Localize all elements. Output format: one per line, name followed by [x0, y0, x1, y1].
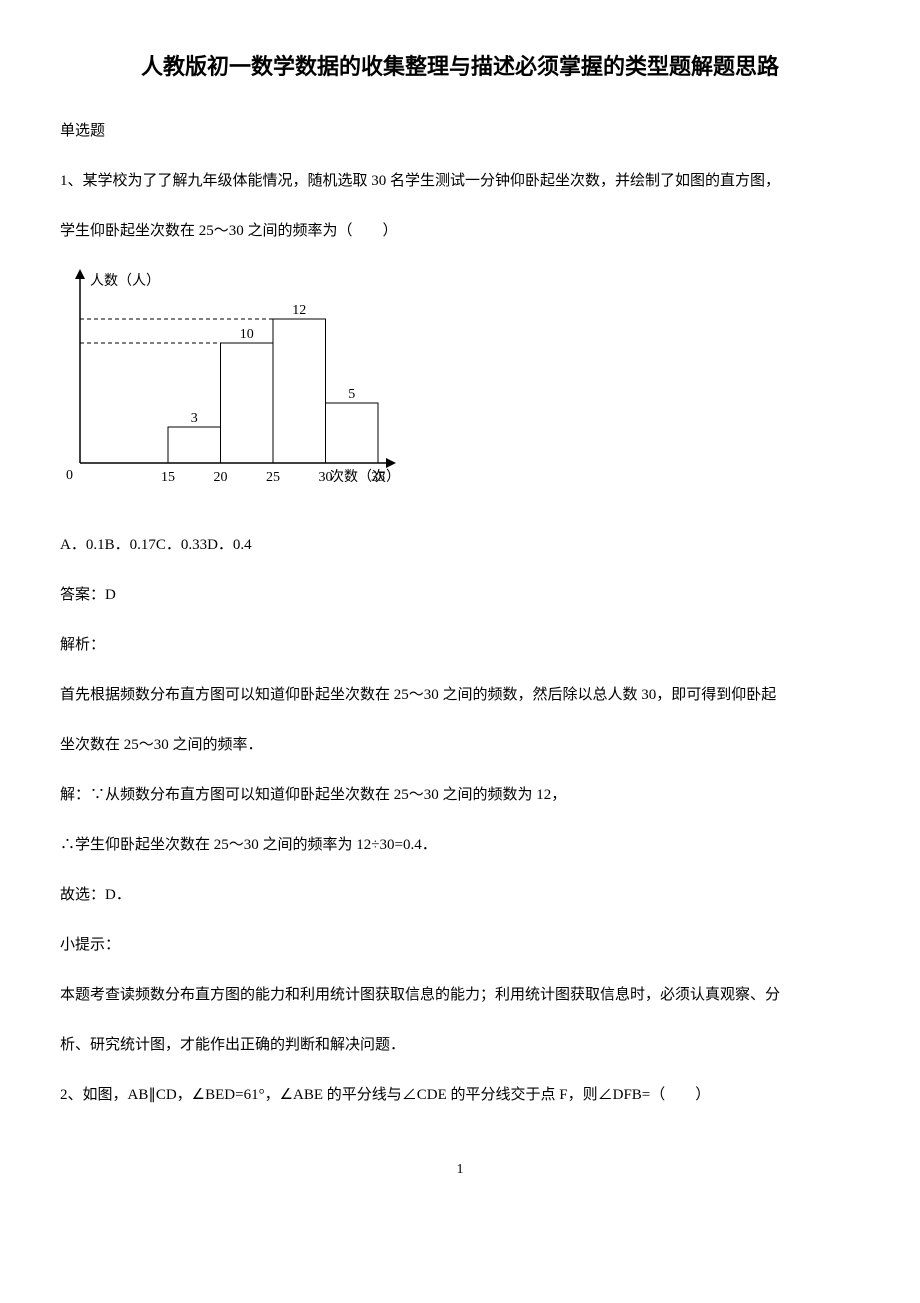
svg-text:35: 35	[371, 470, 385, 485]
page-title: 人教版初一数学数据的收集整理与描述必须掌握的类型题解题思路	[60, 50, 860, 83]
q1-analysis-label: 解析：	[60, 627, 860, 663]
histogram-svg: 3 10 12 5 人数（人） 次数（次） 0 15 20 25 30 35	[60, 263, 400, 493]
q1-analysis-line2: 坐次数在 25～30 之间的频率．	[60, 727, 860, 763]
svg-text:10: 10	[240, 327, 254, 342]
q1-solution-line1: 解：∵从频数分布直方图可以知道仰卧起坐次数在 25～30 之间的频数为 12，	[60, 777, 860, 813]
svg-text:次数（次）: 次数（次）	[330, 469, 400, 485]
q1-stem-line2: 学生仰卧起坐次数在 25～30 之间的频率为（ ）	[60, 213, 860, 249]
svg-text:3: 3	[191, 411, 198, 426]
svg-text:12: 12	[292, 303, 306, 318]
svg-text:人数（人）: 人数（人）	[90, 273, 160, 289]
q1-solution-line3: 故选：D．	[60, 877, 860, 913]
svg-text:0: 0	[66, 468, 73, 483]
svg-text:15: 15	[161, 470, 175, 485]
q1-analysis-line1: 首先根据频数分布直方图可以知道仰卧起坐次数在 25～30 之间的频数，然后除以总…	[60, 677, 860, 713]
svg-text:5: 5	[348, 387, 355, 402]
page-number: 1	[60, 1153, 860, 1187]
q2-stem: 2、如图，AB∥CD，∠BED=61°，∠ABE 的平分线与∠CDE 的平分线交…	[60, 1077, 860, 1113]
section-heading: 单选题	[60, 113, 860, 149]
q1-histogram: 3 10 12 5 人数（人） 次数（次） 0 15 20 25 30 35	[60, 263, 860, 507]
q1-tip-line1: 本题考查读频数分布直方图的能力和利用统计图获取信息的能力；利用统计图获取信息时，…	[60, 977, 860, 1013]
q1-stem-line1: 1、某学校为了了解九年级体能情况，随机选取 30 名学生测试一分钟仰卧起坐次数，…	[60, 163, 860, 199]
svg-text:25: 25	[266, 470, 280, 485]
q1-tip-line2: 析、研究统计图，才能作出正确的判断和解决问题．	[60, 1027, 860, 1063]
q1-tip-label: 小提示：	[60, 927, 860, 963]
q1-answer: 答案：D	[60, 577, 860, 613]
svg-text:30: 30	[319, 470, 333, 485]
svg-text:20: 20	[214, 470, 228, 485]
q1-solution-line2: ∴学生仰卧起坐次数在 25～30 之间的频率为 12÷30=0.4．	[60, 827, 860, 863]
q1-options: A．0.1B．0.17C．0.33D．0.4	[60, 527, 860, 563]
